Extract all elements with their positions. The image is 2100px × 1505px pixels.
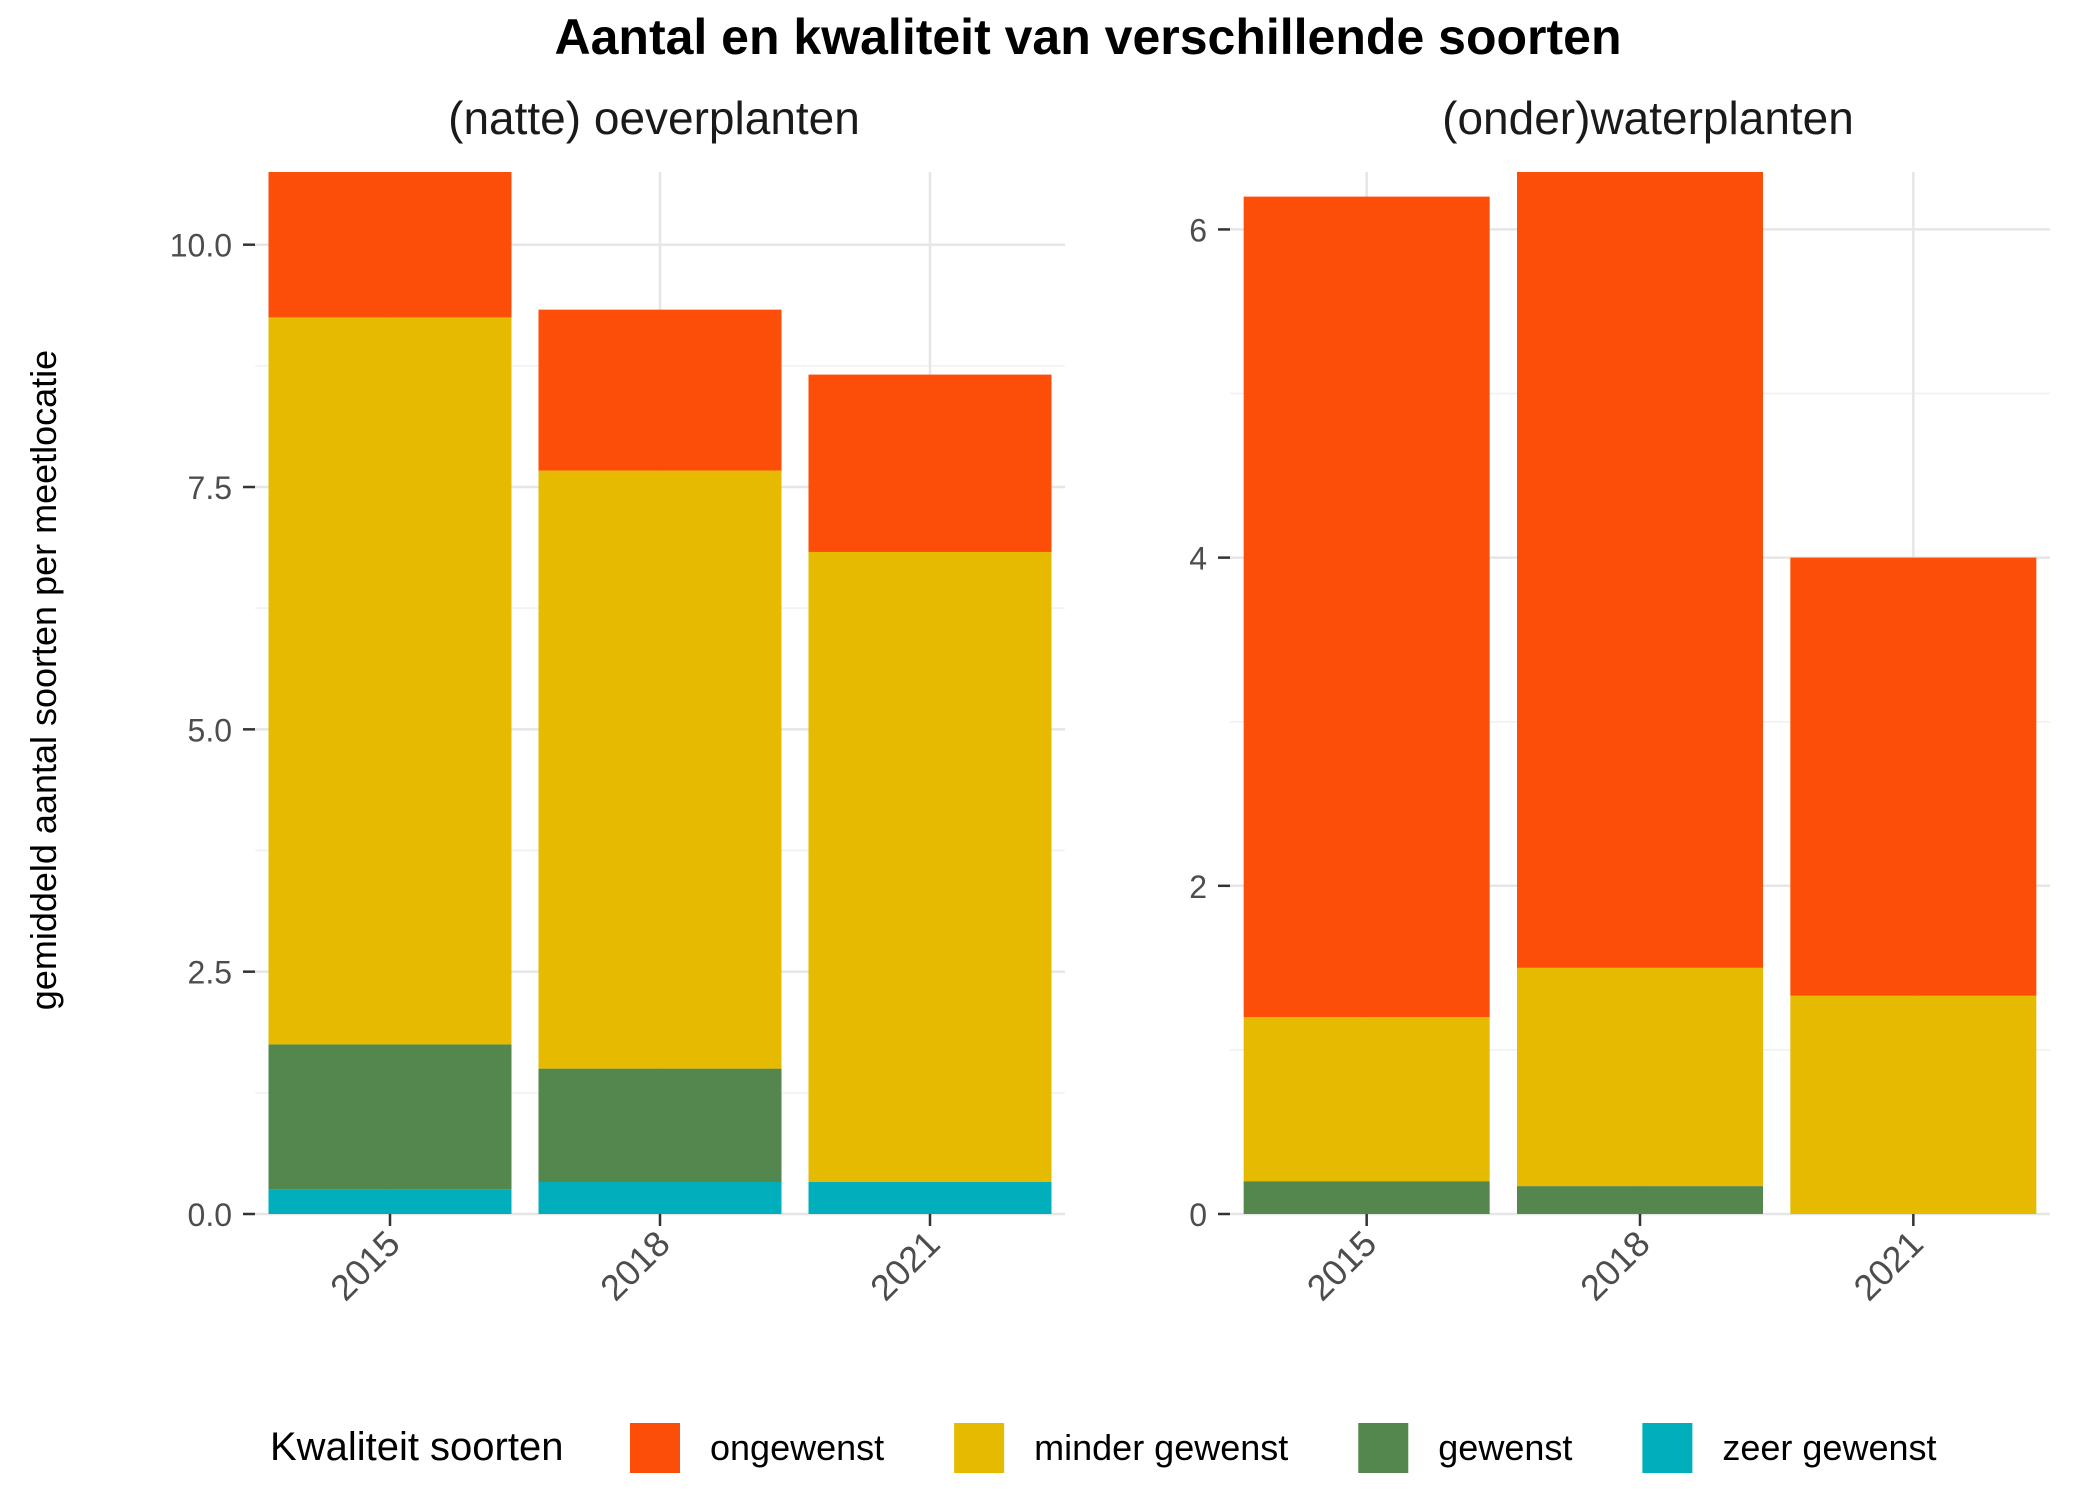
legend-swatch [1642, 1423, 1693, 1473]
bar-segment-minder-gewenst [1243, 1017, 1490, 1182]
x-tick-label: 2021 [862, 1223, 948, 1309]
y-tick-label: 10.0 [170, 228, 232, 264]
legend-label: ongewenst [710, 1427, 884, 1468]
bar-segment-ongewenst [538, 309, 782, 471]
bar-segment-minder-gewenst [268, 317, 512, 1045]
bar-segment-ongewenst [268, 172, 512, 318]
legend-item: minder gewenst [954, 1423, 1288, 1473]
chart-panel: (onder)waterplanten 0 2 4 6 2015 2018 2021 [1189, 92, 2050, 1308]
x-tick-label: 2021 [1845, 1223, 1931, 1309]
bar-segment-minder-gewenst [538, 470, 782, 1069]
bar-segment-gewenst [1517, 1186, 1763, 1214]
bar-segment-ongewenst [808, 374, 1052, 552]
bar-segment-gewenst [538, 1068, 782, 1183]
x-tick-label: 2018 [592, 1223, 678, 1309]
bar-segment-gewenst [268, 1044, 512, 1190]
bar-segment-zeer-gewenst [538, 1182, 782, 1214]
legend-swatch [630, 1423, 680, 1473]
bar-segment-ongewenst [1517, 172, 1763, 968]
legend: Kwaliteit soorten ongewenst minder gewenst… [270, 1423, 1937, 1473]
y-tick-label: 7.5 [188, 470, 232, 506]
y-tick-label: 2.5 [188, 955, 232, 991]
legend-item: zeer gewenst [1642, 1423, 1937, 1473]
chart-panels: (natte) oeverplanten 0.0 2.5 5.0 7.5 10.0 2015… [170, 92, 2050, 1308]
panel-title: (natte) oeverplanten [448, 92, 860, 144]
panel-title: (onder)waterplanten [1442, 92, 1854, 144]
y-tick-label: 4 [1189, 541, 1207, 577]
bar-segment-minder-gewenst [808, 551, 1052, 1183]
legend-label: minder gewenst [1034, 1427, 1288, 1468]
y-tick-label: 2 [1189, 869, 1207, 905]
legend-label: gewenst [1438, 1427, 1572, 1468]
y-axis-label: gemiddeld aantal soorten per meetlocatie [23, 350, 64, 1010]
bar-segment-minder-gewenst [1517, 967, 1763, 1187]
x-tick-label: 2015 [1299, 1223, 1385, 1309]
x-tick-label: 2015 [322, 1223, 408, 1309]
chart-title: Aantal en kwaliteit van verschillende so… [554, 9, 1621, 65]
legend-item: gewenst [1358, 1423, 1572, 1473]
x-tick-label: 2018 [1572, 1223, 1658, 1309]
legend-item: ongewenst [630, 1423, 884, 1473]
bar-segment-zeer-gewenst [808, 1182, 1052, 1214]
bar-segment-ongewenst [1790, 557, 2037, 996]
bar-segment-zeer-gewenst [268, 1189, 512, 1214]
legend-title: Kwaliteit soorten [270, 1425, 563, 1469]
bar-segment-ongewenst [1243, 196, 1490, 1018]
bar-segment-gewenst [1243, 1181, 1490, 1214]
y-tick-label: 6 [1189, 212, 1207, 248]
bar-segment-minder-gewenst [1790, 995, 2037, 1214]
chart-panel: (natte) oeverplanten 0.0 2.5 5.0 7.5 10.0 2015… [170, 92, 1065, 1308]
y-tick-label: 0.0 [188, 1197, 232, 1233]
legend-label: zeer gewenst [1722, 1427, 1936, 1468]
y-tick-label: 5.0 [188, 712, 232, 748]
legend-swatch [954, 1423, 1005, 1473]
legend-swatch [1358, 1423, 1409, 1473]
y-tick-label: 0 [1189, 1197, 1207, 1233]
